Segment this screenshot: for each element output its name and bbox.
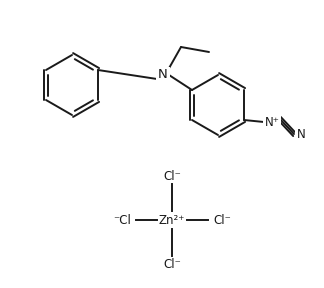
Text: Cl⁻: Cl⁻ xyxy=(163,170,181,183)
Text: ⁻Cl: ⁻Cl xyxy=(113,213,131,226)
Text: N: N xyxy=(158,69,168,82)
Text: N⁺: N⁺ xyxy=(264,115,279,128)
Text: Cl⁻: Cl⁻ xyxy=(213,213,231,226)
Text: Zn²⁺: Zn²⁺ xyxy=(159,213,185,226)
Text: Cl⁻: Cl⁻ xyxy=(163,257,181,270)
Text: N: N xyxy=(296,128,305,141)
